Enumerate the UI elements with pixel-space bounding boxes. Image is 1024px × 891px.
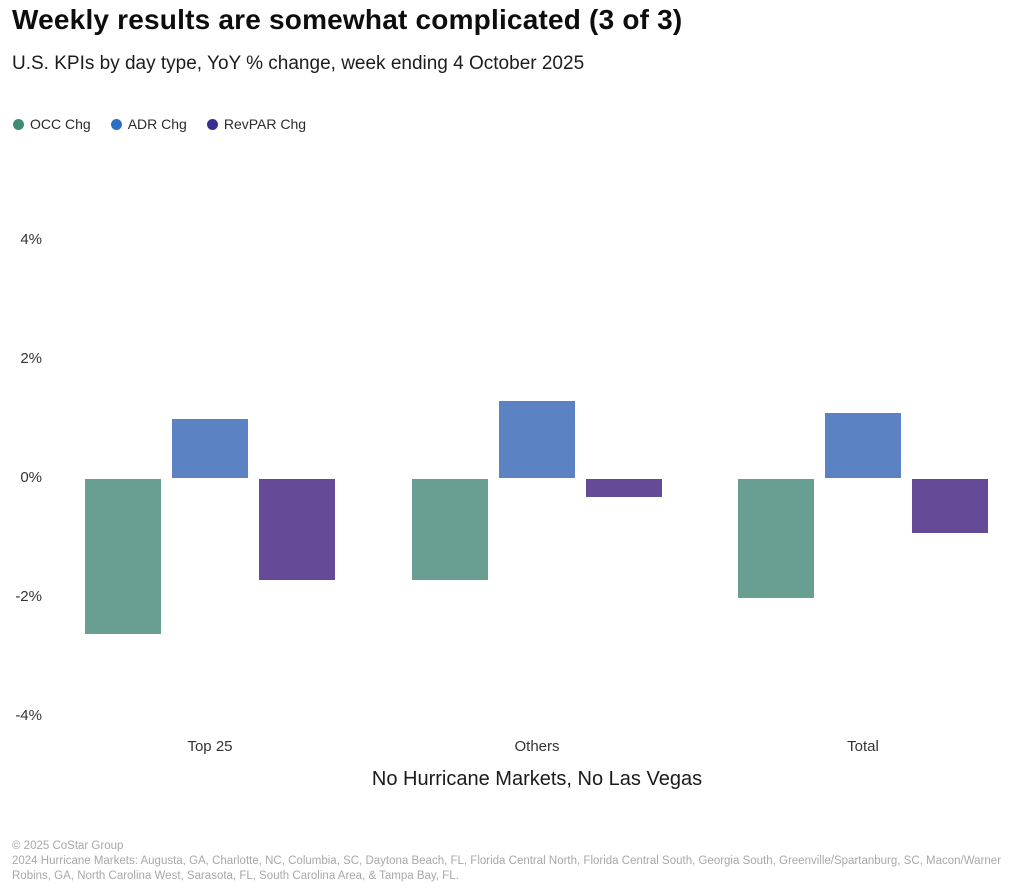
bar-revpar-chg-total: [912, 479, 988, 533]
y-tick-0: 0%: [20, 469, 42, 486]
footer: © 2025 CoStar Group 2024 Hurricane Marke…: [12, 839, 1014, 884]
x-axis-title: No Hurricane Markets, No Las Vegas: [371, 768, 703, 790]
chart-subtitle: U.S. KPIs by day type, YoY % change, wee…: [12, 53, 585, 74]
bar-occ-chg-others: [412, 479, 488, 581]
y-tick-2: -2%: [15, 588, 42, 605]
x-category-top-25: Top 25: [187, 738, 233, 755]
bar-occ-chg-top-25: [85, 479, 161, 634]
page-title: Weekly results are somewhat complicated …: [12, 4, 683, 35]
x-category-total: Total: [847, 738, 879, 755]
legend-label: OCC Chg: [30, 116, 91, 132]
legend-item-adr-chg: ADR Chg: [110, 116, 187, 132]
bar-adr-chg-top-25: [172, 418, 248, 478]
legend-label: RevPAR Chg: [223, 116, 307, 132]
legend-item-revpar-chg: RevPAR Chg: [206, 116, 307, 132]
bar-revpar-chg-others: [586, 479, 662, 497]
y-tick-4: 4%: [20, 231, 42, 248]
bar-revpar-chg-top-25: [259, 479, 335, 581]
legend-dot-icon: [206, 118, 218, 130]
y-tick-2: 2%: [20, 350, 42, 367]
legend-dot-icon: [110, 118, 122, 130]
legend-label: ADR Chg: [127, 116, 187, 132]
copyright-text: © 2025 CoStar Group: [12, 840, 124, 852]
legend-item-occ-chg: OCC Chg: [13, 116, 91, 132]
bar-adr-chg-total: [825, 412, 901, 478]
chart-legend: OCC Chg ADR Chg RevPAR Chg: [13, 116, 326, 132]
legend-dot-icon: [13, 118, 24, 130]
bar-occ-chg-total: [738, 479, 814, 598]
bar-adr-chg-others: [499, 400, 575, 478]
hurricane-markets-note: 2024 Hurricane Markets: Augusta, GA, Cha…: [12, 855, 1002, 882]
y-tick-4: -4%: [15, 707, 42, 724]
x-category-others: Others: [514, 738, 560, 755]
